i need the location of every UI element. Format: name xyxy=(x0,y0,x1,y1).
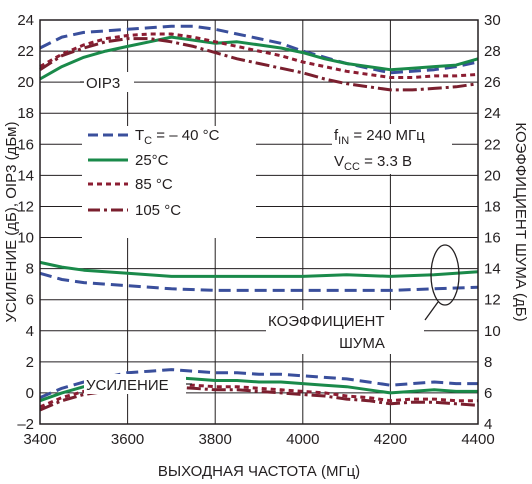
vcc-label: VCC = 3.3 В xyxy=(334,153,412,173)
x-tick-label: 4000 xyxy=(286,431,319,448)
y2-tick-label: 6 xyxy=(484,385,492,402)
y2-tick-label: 30 xyxy=(484,12,501,29)
series-line-Коэффициент-шума-plus25 xyxy=(39,260,479,278)
noise-figure-label-bg xyxy=(266,310,424,354)
series-line-Коэффициент-шума-minus40 xyxy=(39,271,479,292)
series-line-OIP3-plus25 xyxy=(39,35,479,81)
y-tick-label: 8 xyxy=(26,261,34,278)
y-tick-label: –2 xyxy=(17,416,34,433)
y-tick-label: 14 xyxy=(17,167,34,184)
legend-item-plus25: 25°C xyxy=(88,152,169,169)
tick-labels: –202468101214161820222446810121416182022… xyxy=(17,12,500,448)
y-axis-label: УСИЛЕНИЕ (дБ), OIP3 (дБм) xyxy=(3,122,20,323)
y2-tick-label: 26 xyxy=(484,74,501,91)
y2-axis-label: КОЭФФИЦИЕНТ ШУМА (дБ) xyxy=(512,122,529,321)
y-tick-label: 0 xyxy=(26,385,34,402)
series-line-OIP3-plus105 xyxy=(39,37,479,92)
y-tick-label: 10 xyxy=(17,230,34,247)
y-tick-label: 24 xyxy=(17,12,34,29)
y2-tick-label: 16 xyxy=(484,230,501,247)
y-tick-label: 6 xyxy=(26,292,34,309)
y-tick-label: 4 xyxy=(26,323,34,340)
legend-item-plus105: 105 °C xyxy=(88,202,181,219)
x-axis-label: ВЫХОДНАЯ ЧАСТОТА (МГц) xyxy=(158,463,360,480)
noise-figure-pointer xyxy=(424,301,439,321)
legend-label-minus40: TC = – 40 °C xyxy=(135,127,220,147)
y-tick-label: 20 xyxy=(17,74,34,91)
gain-label: УСИЛЕНИЕ xyxy=(86,377,169,394)
x-tick-label: 4200 xyxy=(374,431,407,448)
legend-label-plus105: 105 °C xyxy=(135,202,181,219)
x-tick-label: 3400 xyxy=(23,431,56,448)
y-tick-label: 16 xyxy=(17,136,34,153)
series-line-OIP3-minus40 xyxy=(39,24,479,75)
legend-item-minus40: TC = – 40 °C xyxy=(88,127,220,147)
y-tick-label: 18 xyxy=(17,105,34,122)
x-tick-label: 3800 xyxy=(199,431,232,448)
oip3-label-bg xyxy=(84,72,134,92)
y2-tick-label: 20 xyxy=(484,167,501,184)
legend-label-plus25: 25°C xyxy=(135,152,169,169)
y2-tick-label: 24 xyxy=(484,105,501,122)
y2-tick-label: 14 xyxy=(484,261,501,278)
y2-tick-label: 4 xyxy=(484,416,492,433)
plot-frame xyxy=(39,19,479,425)
x-tick-label: 3600 xyxy=(111,431,144,448)
y-tick-label: 12 xyxy=(17,198,34,215)
y2-tick-label: 8 xyxy=(484,354,492,371)
y2-tick-label: 18 xyxy=(484,198,501,215)
noise-figure-ellipse xyxy=(430,244,460,306)
y2-tick-label: 28 xyxy=(484,43,501,60)
x-tick-label: 4400 xyxy=(461,431,494,448)
y-tick-label: 2 xyxy=(26,354,34,371)
oip3-label: OIP3 xyxy=(86,75,120,92)
legend-label-plus85: 85 °C xyxy=(135,176,173,193)
fin-label: fIN = 240 МГц xyxy=(334,127,425,147)
noise-figure-label-line1: КОЭФФИЦИЕНТ xyxy=(268,313,384,330)
y2-tick-label: 10 xyxy=(484,323,501,340)
y2-tick-label: 22 xyxy=(484,136,501,153)
legend-item-plus85: 85 °C xyxy=(88,176,173,193)
series-line-OIP3-plus85 xyxy=(39,32,479,79)
legend-bg xyxy=(82,126,256,238)
legend: TC = – 40 °C 25°C 85 °C 105 °C xyxy=(82,126,256,238)
noise-figure-label-line2: ШУМА xyxy=(339,335,385,352)
y-tick-label: 22 xyxy=(17,43,34,60)
conditions-bg xyxy=(332,124,452,174)
y2-tick-label: 12 xyxy=(484,292,501,309)
gain-label-bg xyxy=(84,374,186,394)
